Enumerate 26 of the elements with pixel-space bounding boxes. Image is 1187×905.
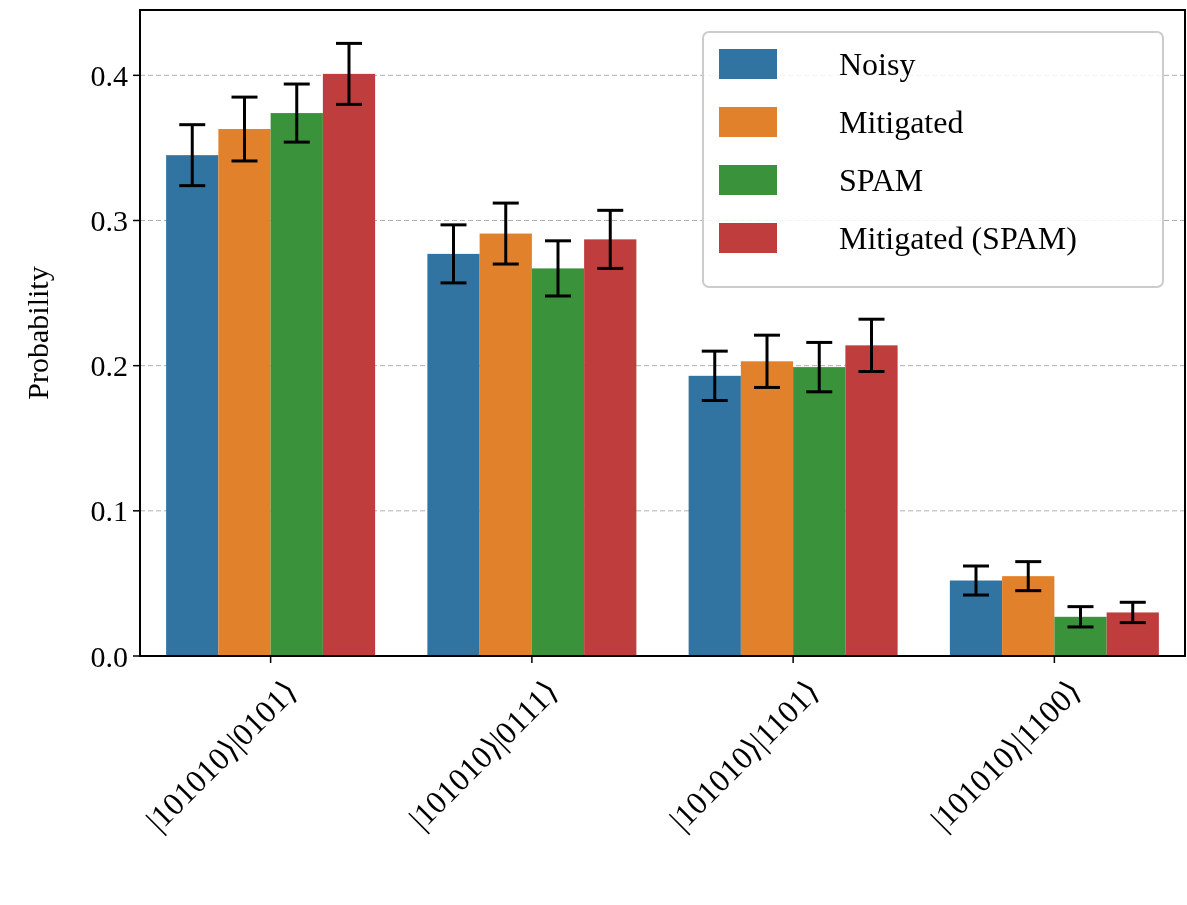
legend-label: Mitigated (SPAM) bbox=[839, 220, 1077, 257]
bar bbox=[688, 375, 741, 656]
bar bbox=[427, 253, 480, 656]
y-tick-label: 0.4 bbox=[90, 58, 128, 92]
bar bbox=[584, 239, 637, 656]
y-tick-label: 0.2 bbox=[90, 349, 128, 383]
bar bbox=[793, 367, 846, 656]
bar bbox=[322, 73, 376, 656]
bar bbox=[531, 268, 585, 656]
bar bbox=[270, 113, 323, 656]
bar bbox=[845, 345, 898, 656]
bar bbox=[218, 129, 271, 656]
legend-label: Noisy bbox=[839, 46, 916, 83]
y-tick-label: 0.0 bbox=[90, 639, 128, 673]
y-axis-title: Probability bbox=[21, 266, 54, 400]
bar bbox=[479, 233, 532, 656]
bar bbox=[1106, 612, 1159, 656]
bar bbox=[740, 361, 794, 656]
bar bbox=[1054, 616, 1107, 656]
bar bbox=[1002, 576, 1055, 656]
legend-label: SPAM bbox=[839, 162, 924, 199]
bar bbox=[949, 580, 1003, 656]
bar bbox=[166, 155, 219, 656]
legend-label: Mitigated bbox=[839, 104, 964, 141]
y-tick-label: 0.1 bbox=[90, 494, 128, 528]
y-tick-label: 0.3 bbox=[90, 203, 128, 237]
